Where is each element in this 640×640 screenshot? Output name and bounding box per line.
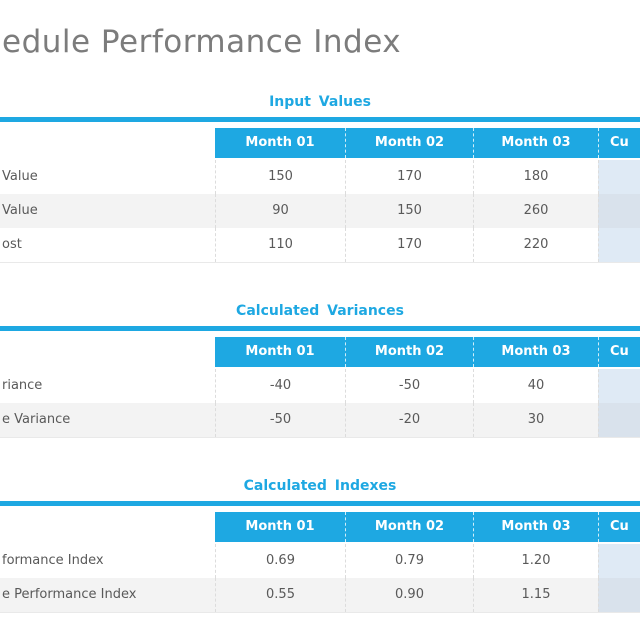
cell-value: 0.55 <box>215 578 345 612</box>
column-header: Month 01 <box>215 337 345 367</box>
section-divider <box>0 117 640 122</box>
row-label: ost <box>0 228 215 262</box>
cumulative-cell <box>598 228 640 262</box>
cell-value: -50 <box>345 369 473 403</box>
column-header-rowlabel <box>0 128 215 158</box>
column-header-rowlabel <box>0 337 215 367</box>
table-row: formance Index 0.69 0.79 1.20 <box>0 544 640 578</box>
section-calculated-indexes: Calculated Indexes Month 01 Month 02 Month… <box>0 477 640 613</box>
section-divider <box>0 501 640 506</box>
column-header: Cu <box>598 128 640 158</box>
cell-value: 110 <box>215 228 345 262</box>
cell-value: 150 <box>215 160 345 194</box>
row-label: Value <box>0 194 215 228</box>
table-row: e Performance Index 0.55 0.90 1.15 <box>0 578 640 612</box>
cell-value: 170 <box>345 160 473 194</box>
cell-value: -50 <box>215 403 345 437</box>
table-row: Value 150 170 180 <box>0 160 640 194</box>
column-header-rowlabel <box>0 512 215 542</box>
cell-value: 180 <box>473 160 598 194</box>
calculated-variances-table: Month 01 Month 02 Month 03 Cu riance -40 -50 40… <box>0 337 640 438</box>
table-body: formance Index 0.69 0.79 1.20 e Performance … <box>0 544 640 613</box>
row-label: riance <box>0 369 215 403</box>
table-row: e Variance -50 -20 30 <box>0 403 640 437</box>
column-header: Month 02 <box>345 512 473 542</box>
section-calculated-variances: Calculated Variances Month 01 Month 02 Mon… <box>0 302 640 438</box>
cumulative-cell <box>598 403 640 437</box>
page-title: edule Performance Index <box>2 24 402 60</box>
cumulative-cell <box>598 194 640 228</box>
cumulative-cell <box>598 544 640 578</box>
section-title: Calculated Variances <box>236 303 404 319</box>
column-header: Month 02 <box>345 128 473 158</box>
table-header-row: Month 01 Month 02 Month 03 Cu <box>0 337 640 367</box>
cell-value: 30 <box>473 403 598 437</box>
cell-value: 90 <box>215 194 345 228</box>
column-header: Month 03 <box>473 512 598 542</box>
column-header: Month 01 <box>215 128 345 158</box>
table-row: riance -40 -50 40 <box>0 369 640 403</box>
input-values-table: Month 01 Month 02 Month 03 Cu Value 150 170 180… <box>0 128 640 263</box>
table-row: Value 90 150 260 <box>0 194 640 228</box>
cell-value: 0.90 <box>345 578 473 612</box>
cell-value: -40 <box>215 369 345 403</box>
column-header: Cu <box>598 512 640 542</box>
cumulative-cell <box>598 369 640 403</box>
column-header: Month 03 <box>473 337 598 367</box>
row-label: formance Index <box>0 544 215 578</box>
table-body: riance -40 -50 40 e Variance -50 -20 30 <box>0 369 640 438</box>
calculated-indexes-table: Month 01 Month 02 Month 03 Cu formance Index… <box>0 512 640 613</box>
cell-value: 260 <box>473 194 598 228</box>
cell-value: 1.20 <box>473 544 598 578</box>
row-label: Value <box>0 160 215 194</box>
column-header: Month 02 <box>345 337 473 367</box>
cumulative-cell <box>598 578 640 612</box>
cumulative-cell <box>598 160 640 194</box>
section-divider <box>0 326 640 331</box>
column-header: Month 01 <box>215 512 345 542</box>
row-label: e Performance Index <box>0 578 215 612</box>
section-title: Input Values <box>269 94 371 110</box>
column-header: Month 03 <box>473 128 598 158</box>
table-header-row: Month 01 Month 02 Month 03 Cu <box>0 128 640 158</box>
cell-value: 150 <box>345 194 473 228</box>
cell-value: 1.15 <box>473 578 598 612</box>
cell-value: 170 <box>345 228 473 262</box>
cell-value: 0.79 <box>345 544 473 578</box>
cell-value: 40 <box>473 369 598 403</box>
row-label: e Variance <box>0 403 215 437</box>
column-header: Cu <box>598 337 640 367</box>
table-header-row: Month 01 Month 02 Month 03 Cu <box>0 512 640 542</box>
cell-value: 220 <box>473 228 598 262</box>
table-body: Value 150 170 180 Value 90 150 260 ost 110 170 220 <box>0 160 640 263</box>
section-input-values: Input Values Month 01 Month 02 Month 03 Cu V… <box>0 93 640 263</box>
section-title: Calculated Indexes <box>243 478 397 494</box>
cell-value: -20 <box>345 403 473 437</box>
table-row: ost 110 170 220 <box>0 228 640 262</box>
cell-value: 0.69 <box>215 544 345 578</box>
